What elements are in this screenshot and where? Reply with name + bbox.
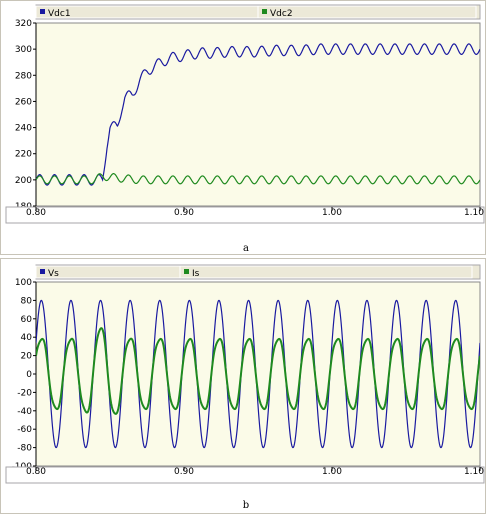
legend-label-is: Is — [192, 269, 200, 279]
legend-item-vs[interactable]: Vs — [35, 265, 205, 279]
y-tick-label: 320 — [15, 19, 32, 29]
legend: Vdc1 Vdc2 — [35, 4, 481, 20]
y-tick-label: -60 — [17, 425, 32, 435]
legend-swatch-vdc2 — [262, 9, 267, 14]
series-line-vdc2 — [36, 173, 480, 185]
y-tick-label: 300 — [15, 45, 32, 55]
legend-label-vdc1: Vdc1 — [48, 9, 71, 19]
series-line-is — [36, 327, 480, 415]
x-axis-band — [5, 466, 485, 484]
x-axis: 0.80 0.90 1.00 1.10 — [5, 466, 485, 484]
x-tick-label: 0.80 — [26, 208, 46, 218]
y-tick-label: 60 — [21, 315, 33, 325]
plot-area — [35, 22, 481, 207]
series-line-vs — [36, 299, 480, 449]
chart-1: Vdc1Vdc21802002202402602803003200.800.90… — [0, 0, 486, 255]
y-tick-label: 0 — [26, 370, 32, 380]
legend: Vs Is — [35, 264, 481, 280]
x-tick-label: 1.00 — [322, 467, 342, 477]
legend-item-vdc2[interactable]: Vdc2 — [257, 5, 477, 19]
y-tick-label: 280 — [15, 71, 32, 81]
chart-2: VsIs-100-80-60-40-200204060801000.800.90… — [0, 258, 486, 514]
legend-item-is[interactable]: Is — [179, 265, 473, 279]
x-axis-band — [5, 206, 485, 224]
legend-label-vdc2: Vdc2 — [270, 9, 293, 19]
legend-label-vs: Vs — [48, 269, 59, 279]
y-tick-label: 20 — [21, 352, 33, 362]
x-tick-label: 0.90 — [174, 208, 194, 218]
legend-swatch-is — [184, 269, 189, 274]
y-tick-label: -20 — [17, 388, 32, 398]
y-tick-label: -40 — [17, 407, 32, 417]
x-tick-label: 1.10 — [464, 467, 484, 477]
legend-swatch-vdc1 — [40, 9, 45, 14]
legend-item-box[interactable] — [179, 265, 473, 279]
x-tick-label: 1.00 — [322, 208, 342, 218]
legend-item-box[interactable] — [35, 265, 205, 279]
x-tick-label: 0.90 — [174, 467, 194, 477]
y-tick-label: 40 — [21, 333, 33, 343]
x-tick-label: 0.80 — [26, 467, 46, 477]
y-tick-label: 100 — [15, 278, 32, 288]
y-tick-label: 220 — [15, 150, 32, 160]
y-tick-label: 240 — [15, 124, 32, 134]
chart-caption: b — [243, 500, 249, 511]
chart-caption: a — [243, 243, 249, 254]
legend-item-box[interactable] — [35, 5, 282, 19]
legend-item-vdc1[interactable]: Vdc1 — [35, 5, 282, 19]
x-axis: 0.80 0.90 1.00 1.10 — [5, 206, 485, 224]
legend-swatch-vs — [40, 269, 45, 274]
x-tick-label: 1.10 — [464, 208, 484, 218]
series-line-vdc1 — [36, 43, 480, 186]
y-tick-label: 200 — [15, 176, 32, 186]
y-tick-label: 260 — [15, 97, 32, 107]
y-tick-label: -80 — [17, 444, 32, 454]
plot-area — [35, 281, 481, 467]
y-tick-label: 80 — [21, 296, 33, 306]
legend-item-box[interactable] — [257, 5, 477, 19]
